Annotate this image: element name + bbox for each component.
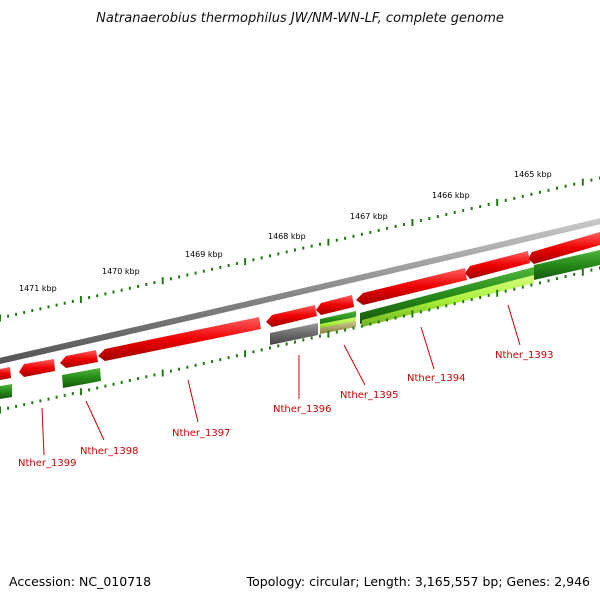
outer-ruler	[0, 176, 600, 322]
kbp-label-1471: 1471 kbp	[19, 284, 57, 293]
leader-nther-1395	[343, 344, 366, 386]
gene-arrow-nther-1393[interactable]	[528, 232, 600, 264]
label-leaders	[41, 304, 521, 456]
kbp-label-1467: 1467 kbp	[350, 212, 388, 221]
inner-ruler	[0, 266, 600, 414]
leader-nther-1393	[507, 304, 521, 346]
kbp-label-1466: 1466 kbp	[432, 191, 470, 200]
kbp-label-1469: 1469 kbp	[185, 250, 223, 259]
map-title: Natranaerobius thermophilus JW/NM-WN-LF,…	[96, 11, 504, 26]
genome-backbone	[0, 218, 600, 364]
gene-label-nther-1397[interactable]: Nther_1397	[172, 428, 230, 439]
gene-arrow-nther-1394b[interactable]	[356, 268, 467, 305]
gene-arrow-nther-1399[interactable]	[19, 359, 55, 377]
leader-nther-1398	[85, 400, 105, 441]
gene-arrow-nther-1394[interactable]	[465, 251, 530, 279]
reverse-genes	[0, 250, 600, 399]
leader-nther-1397	[187, 379, 199, 423]
gene-block-green-left-edge[interactable]	[0, 384, 12, 399]
gene-label-nther-1398[interactable]: Nther_1398	[80, 446, 138, 457]
gene-arrow-nther-1396[interactable]	[266, 305, 317, 327]
kbp-label-1470: 1470 kbp	[102, 267, 140, 276]
accession-text: Accession: NC_010718	[9, 574, 151, 589]
kbp-labels: 1465 kbp 1466 kbp 1467 kbp 1468 kbp 1469…	[19, 170, 552, 293]
gene-block-lightgreen[interactable]	[362, 275, 534, 327]
genome-summary-text: Topology: circular; Length: 3,165,557 bp…	[246, 574, 590, 589]
leader-nther-1394	[420, 326, 435, 370]
kbp-label-1465: 1465 kbp	[514, 170, 552, 179]
gene-label-nther-1393[interactable]: Nther_1393	[495, 350, 553, 361]
kbp-label-1468: 1468 kbp	[268, 232, 306, 241]
gene-label-nther-1394[interactable]: Nther_1394	[407, 373, 465, 384]
gene-block-green-1398[interactable]	[62, 368, 101, 388]
gene-label-nther-1396[interactable]: Nther_1396	[273, 404, 331, 415]
forward-genes	[0, 232, 600, 380]
gene-arrow-nther-1398[interactable]	[60, 350, 98, 368]
gene-arrow-nther-1397[interactable]	[98, 317, 261, 361]
gene-block-green-right[interactable]	[534, 250, 600, 280]
gene-block-grey[interactable]	[270, 323, 318, 345]
gene-labels: Nther_1393 Nther_1394 Nther_1395 Nther_1…	[18, 350, 553, 469]
leader-nther-1399	[41, 407, 45, 456]
gene-label-nther-1395[interactable]: Nther_1395	[340, 390, 398, 401]
gene-label-nther-1399[interactable]: Nther_1399	[18, 458, 76, 469]
gene-arrow-nther-1395[interactable]	[316, 295, 354, 315]
gene-arrow-left-edge[interactable]	[0, 367, 11, 380]
